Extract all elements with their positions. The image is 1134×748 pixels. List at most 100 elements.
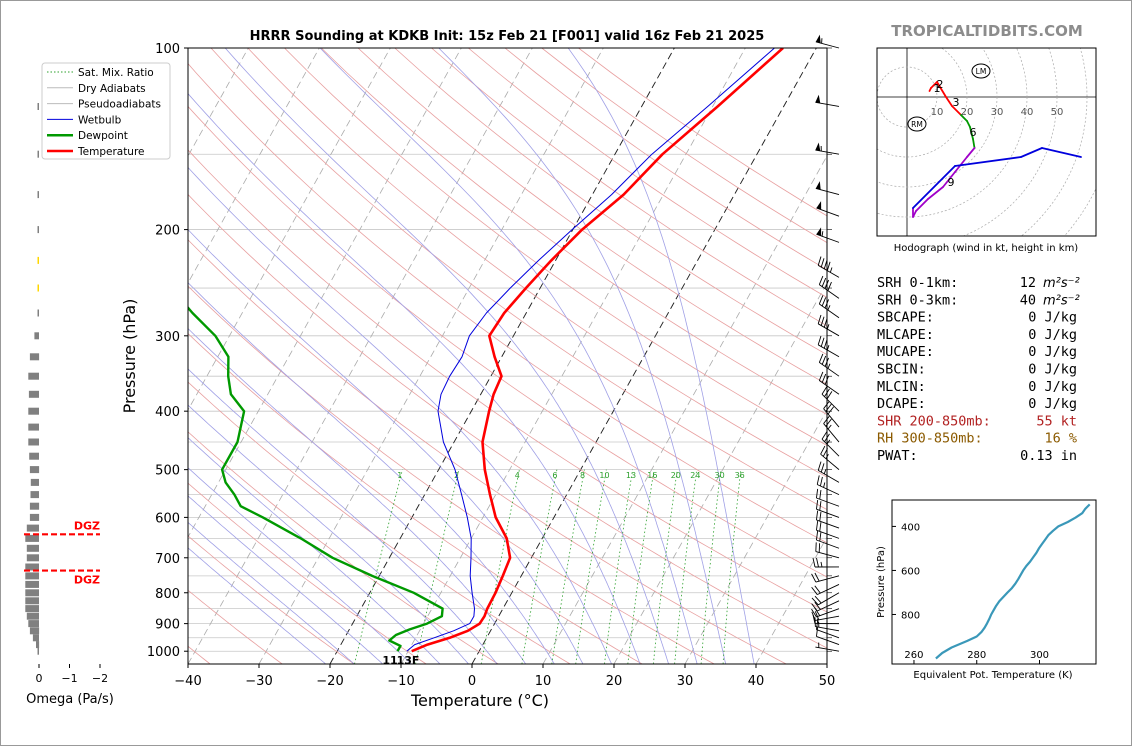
legend-label: Wetbulb: [78, 114, 122, 126]
omega-bar: [37, 150, 39, 158]
omega-bar: [28, 438, 39, 446]
barb-full: [814, 572, 820, 582]
omega-bar: [37, 256, 39, 264]
dewpoint-profile: [188, 305, 444, 652]
barb-full: [817, 314, 822, 324]
barb-full: [821, 355, 827, 365]
omega-bar: [25, 580, 39, 588]
omega-bar: [25, 563, 39, 571]
dry-adiabat: [431, 48, 827, 327]
wetbulb-profile: [406, 48, 775, 652]
wind-barb: [815, 142, 840, 155]
pseudoadiabat: [224, 48, 670, 664]
mixing-ratio-line: [652, 469, 678, 664]
dry-adiabat: [188, 239, 788, 664]
barb-shaft: [816, 635, 840, 646]
omega-bar: [34, 332, 39, 340]
hodo-height-label: 9: [948, 176, 955, 189]
dry-adiabat: [357, 48, 827, 385]
omega-tick-label: 0: [36, 672, 43, 685]
hodo-segment: [972, 138, 976, 149]
x-tick-label: −10: [387, 674, 414, 689]
pseudoadiabat: [188, 368, 498, 664]
legend-label: Sat. Mix. Ratio: [78, 67, 154, 79]
hodo-segment: [945, 96, 953, 107]
hodo-segment: [942, 171, 956, 188]
dry-adiabat: [188, 285, 716, 664]
watermark: TROPICALTIDBITS.COM: [891, 22, 1083, 40]
hodo-ring-label: 40: [1021, 107, 1034, 118]
dry-adiabat: [247, 48, 827, 478]
dry-adiabat: [188, 381, 571, 664]
hodo-segment: [960, 114, 968, 122]
barb-full: [821, 373, 827, 383]
omega-bar: [28, 423, 39, 431]
omega-tick-label: −1: [61, 672, 77, 685]
barb-full: [821, 386, 828, 395]
barb-half: [825, 454, 829, 459]
omega-bar: [36, 641, 40, 649]
omega-bar: [26, 612, 39, 620]
mixing-ratio-line: [575, 469, 607, 664]
index-value: 40: [1020, 292, 1036, 308]
barb-full: [822, 448, 828, 457]
storm-motion-label: RM: [911, 120, 923, 129]
dry-adiabat: [284, 48, 827, 446]
pseudoadiabat: [188, 467, 412, 664]
hodo-ring: [1020, 48, 1088, 236]
omega-bar: [26, 544, 39, 552]
hodo-height-label: 1: [934, 82, 941, 95]
wind-barb: [816, 530, 840, 549]
dgz-label: DGZ: [74, 519, 100, 532]
wind-barb: [818, 353, 840, 377]
wind-barb: [818, 275, 840, 299]
omega-bar: [25, 534, 39, 542]
pseudoadiabat: [188, 166, 612, 664]
dry-adiabat: [188, 105, 827, 578]
barb-full: [827, 406, 835, 415]
index-value: 0 J/kg: [1028, 327, 1077, 343]
index-value: 0.13 in: [1020, 448, 1077, 464]
index-label: SBCAPE:: [877, 310, 934, 326]
omega-bar: [28, 390, 39, 398]
barb-full: [811, 597, 819, 606]
mixing-ratio-label: 13: [626, 471, 636, 480]
hodo-ring-label: 30: [991, 107, 1004, 118]
wind-barb: [815, 181, 840, 196]
barb-full: [816, 488, 819, 499]
mixing-ratio-line: [354, 469, 403, 664]
dry-adiabat: [188, 332, 643, 664]
omega-panel: DGZ DGZ 0 −1 −2 Omega (Pa/s): [24, 103, 114, 707]
barb-half: [826, 324, 830, 330]
x-tick-label: 30: [677, 674, 694, 689]
barb-full: [821, 277, 827, 287]
mixing-ratio-label: 1: [397, 471, 402, 480]
wind-barb: [811, 592, 840, 606]
barb-shaft: [815, 646, 840, 652]
skew-t-legend: Sat. Mix. Ratio Dry Adiabats Pseudoadiabat…: [41, 62, 171, 160]
mixing-ratio-line: [415, 469, 460, 664]
wind-barb: [811, 572, 840, 583]
dry-adiabat: [210, 48, 827, 511]
isotherm: [400, 48, 746, 664]
wind-barb: [816, 627, 840, 646]
isotherm: [188, 48, 391, 411]
theta-y-tick-label: 800: [901, 610, 920, 621]
barb-full: [819, 511, 822, 522]
theta-y-tick-label: 400: [901, 522, 920, 533]
index-label: SHR 200-850mb:: [877, 413, 991, 429]
barb-shaft: [816, 608, 840, 618]
barb-shaft: [823, 423, 840, 443]
omega-bar: [29, 627, 40, 635]
omega-bar: [37, 647, 39, 655]
wind-barb: [823, 416, 840, 443]
barb-full: [824, 279, 830, 289]
index-label: SBCIN:: [877, 362, 926, 378]
pseudoadiabat: [438, 48, 727, 664]
wind-barb: [816, 201, 840, 217]
barb-shaft: [816, 233, 840, 243]
barb-shaft: [817, 323, 840, 337]
barb-shaft: [816, 508, 840, 518]
barb-full: [827, 281, 832, 291]
index-unit: m²s⁻²: [1043, 293, 1080, 308]
